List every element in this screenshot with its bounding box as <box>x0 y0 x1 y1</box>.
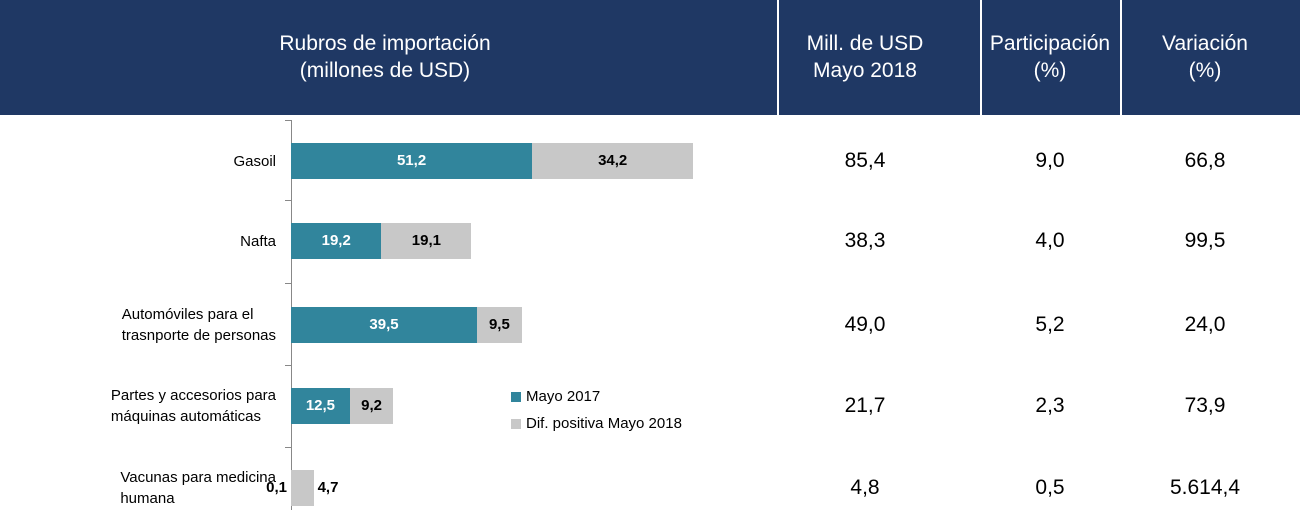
column-header: Mill. de USD Mayo 2018 <box>806 32 924 82</box>
value-label: 19,2 <box>321 232 351 249</box>
bar-segment <box>291 470 314 506</box>
separator <box>777 0 779 115</box>
table-cell: 66,8 <box>1184 149 1226 172</box>
axis-tick <box>285 200 291 201</box>
bar-segment <box>477 307 522 343</box>
column-header: Variación (%) <box>1162 32 1248 82</box>
legend-swatch <box>511 419 521 429</box>
value-label: 19,1 <box>411 232 441 249</box>
table-cell: 85,4 <box>844 149 886 172</box>
bar-segment <box>381 223 472 259</box>
legend-label: Dif. positiva Mayo 2018 <box>526 415 682 432</box>
header-band <box>0 0 1300 115</box>
bar-segment <box>291 307 478 343</box>
bar-segment <box>291 388 350 424</box>
category-label: Vacunas para medicina humana <box>120 469 276 507</box>
table-cell: 2,3 <box>1035 394 1065 417</box>
value-label: 9,2 <box>361 397 382 414</box>
separator <box>1120 0 1122 115</box>
table-cell: 38,3 <box>844 229 886 252</box>
header-title: Rubros de importación (millones de USD) <box>279 32 491 82</box>
legend-swatch <box>511 392 521 402</box>
table-cell: 4,8 <box>850 476 880 499</box>
value-label: 12,5 <box>305 397 336 414</box>
column-header: Participación (%) <box>989 32 1111 82</box>
table-cell: 73,9 <box>1184 394 1226 417</box>
axis-tick <box>285 365 291 366</box>
axis-tick <box>285 283 291 284</box>
table-cell: 5.614,4 <box>1169 476 1241 499</box>
axis-tick <box>285 120 291 121</box>
value-label: 51,2 <box>396 152 427 169</box>
category-label: Partes y accesorios para máquinas automá… <box>110 387 276 425</box>
value-label: 0,1 <box>266 479 287 496</box>
value-label: 34,2 <box>598 152 628 169</box>
value-label: 4,7 <box>317 479 339 496</box>
table-cell: 24,0 <box>1184 313 1226 336</box>
table-cell: 49,0 <box>844 313 886 336</box>
bar-segment <box>349 388 394 424</box>
table-cell: 9,0 <box>1035 149 1065 172</box>
category-label: Gasoil <box>233 152 276 170</box>
value-label: 9,5 <box>488 316 510 333</box>
category-label: Nafta <box>240 232 276 250</box>
table-cell: 99,5 <box>1184 229 1226 252</box>
axis-tick <box>285 447 291 448</box>
table-cell: 4,0 <box>1035 229 1065 252</box>
bar-segment <box>532 143 694 179</box>
table-cell: 0,5 <box>1035 476 1065 499</box>
table-cell: 21,7 <box>844 394 886 417</box>
separator <box>980 0 982 115</box>
bar-segment <box>291 143 533 179</box>
category-label: Automóviles para el trasnporte de person… <box>121 306 276 344</box>
table-cell: 5,2 <box>1035 313 1065 336</box>
value-label: 39,5 <box>369 316 399 333</box>
legend-label: Mayo 2017 <box>526 388 601 405</box>
bar-segment <box>291 223 382 259</box>
